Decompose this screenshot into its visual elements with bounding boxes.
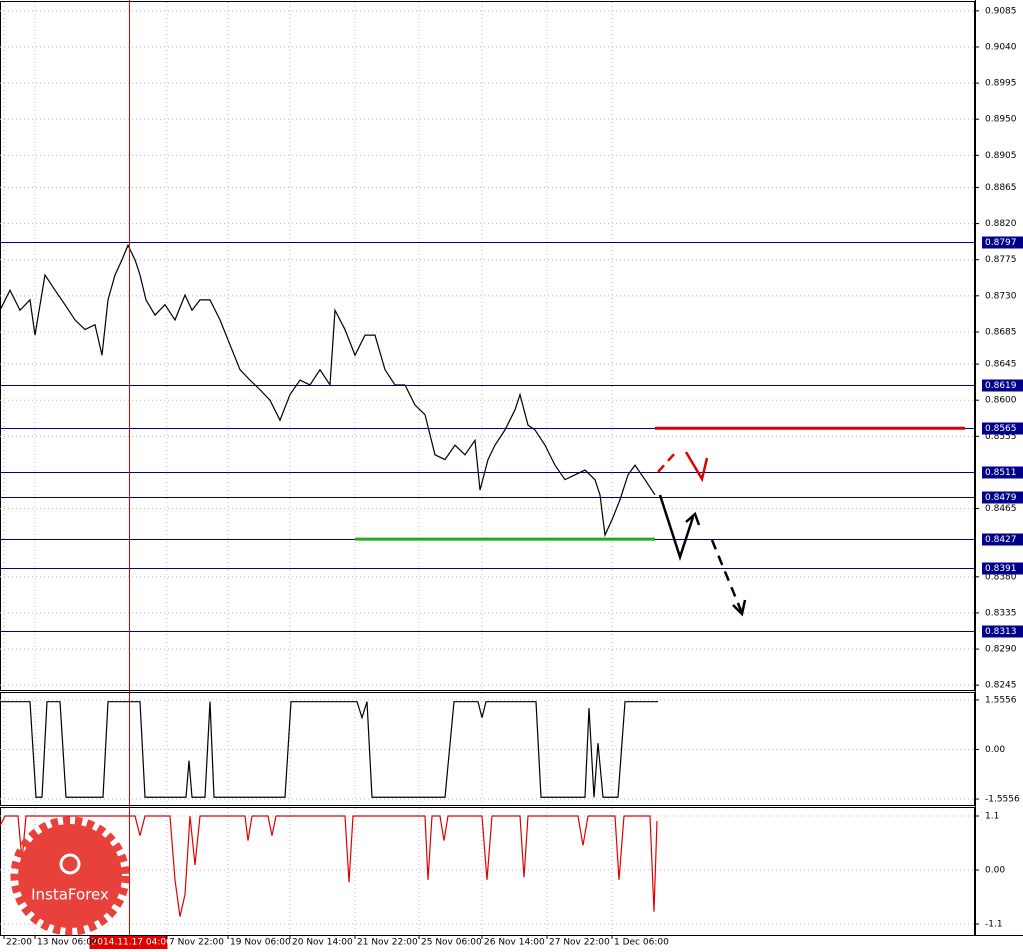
y-tick-label: 0.8645 [985,360,1017,370]
level-label-box [982,625,1023,638]
y-tick-label: 0.8290 [985,645,1017,655]
y-tick-label: 0.8380 [985,572,1017,582]
y-tick-label: 0.8820 [985,219,1017,229]
level-label: 0.8479 [985,493,1017,503]
x-tick-label: 1 Dec 06:00 [614,938,669,948]
level-label-box [982,236,1023,249]
crosshair-label: 2014.11.17 04:00 [92,938,173,948]
y-tick-label: 0.8775 [985,255,1017,265]
level-label: 0.8511 [985,468,1017,478]
level-label: 0.8565 [985,424,1017,434]
y-tick-label: 0.9040 [985,42,1017,52]
arrow-path [684,451,709,483]
x-tick-label: 26 Nov 14:00 [484,938,545,948]
arrow-path [658,494,695,562]
x-tick-label: 25 Nov 06:00 [421,938,482,948]
level-label-box [982,533,1023,546]
level-label-box [982,562,1023,575]
level-label: 0.8313 [985,627,1017,637]
level-label-box [982,379,1023,392]
logo: InstaForex [10,816,130,936]
price-line [0,701,658,798]
y-tick-label: 0.8335 [985,608,1017,618]
x-tick-label: 19 Nov 06:00 [230,938,291,948]
y-tick-label: 0.8865 [985,183,1017,193]
x-tick-label: 22:00 [6,938,32,948]
y-tick-label: 0.00 [985,866,1005,876]
x-tick-label: 20 Nov 14:00 [292,938,353,948]
y-tick-label: 0.8905 [985,151,1017,161]
arrow-path [710,539,744,614]
y-tick-label: 1.5556 [985,695,1017,705]
y-tick-label: 0.9085 [985,6,1017,16]
x-tick-label: 13 Nov 06:00 [37,938,98,948]
logo-icon [59,853,81,875]
x-tick-label: 27 Nov 22:00 [549,938,610,948]
y-tick-label: 0.8245 [985,681,1017,691]
arrow-head [732,599,747,617]
level-label-box [982,491,1023,504]
level-label-box [982,422,1023,435]
y-tick-label: 0.8730 [985,291,1017,301]
logo-ring [10,816,130,936]
price-line [0,243,656,538]
level-label: 0.8427 [985,535,1017,545]
y-tick-label: 0.8685 [985,327,1017,337]
y-tick-label: 0.8600 [985,396,1017,406]
y-tick-label: 0.8555 [985,432,1017,442]
level-label: 0.8391 [985,564,1017,574]
arrow-head [685,511,701,526]
y-tick-label: 0.8950 [985,115,1017,125]
y-tick-label: -1.1 [985,920,1003,930]
price-line [0,815,658,917]
y-tick-label: 0.00 [985,745,1005,755]
y-tick-label: -1.5556 [985,795,1020,805]
y-tick-label: 1.1 [985,812,999,822]
crosshair-label-box [89,935,168,949]
logo-disc [18,824,122,928]
x-tick-label: 7 Nov 22:00 [169,938,224,948]
forecast-arrows [657,451,747,617]
watermark: InstaForex [31,886,109,904]
level-label: 0.8619 [985,381,1017,391]
level-label: 0.8797 [985,238,1017,248]
arrow-path [657,451,677,473]
level-label-box [982,466,1023,479]
x-tick-label: 21 Nov 22:00 [357,938,418,948]
y-tick-label: 0.8465 [985,504,1017,514]
panel-frame [0,1,975,691]
y-tick-label: 0.8995 [985,79,1017,89]
